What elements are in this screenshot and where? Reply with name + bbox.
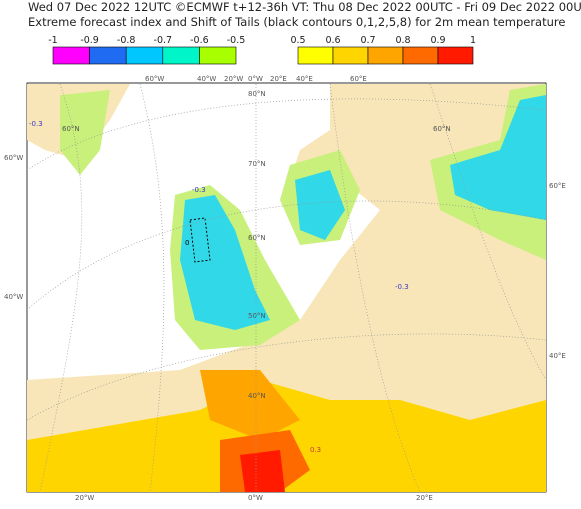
anomaly [240,450,285,492]
graticule-label: 20°W [75,494,94,502]
colorbar-swatch [437,46,474,65]
colorbar-label: -0.9 [80,35,99,46]
colorbar-label: 0.8 [395,35,410,46]
colorbar-label: 0.9 [430,35,445,46]
header-line: Extreme forecast index and Shift of Tail… [28,15,565,29]
graticule [26,98,547,421]
colorbar-label: -0.5 [227,35,246,46]
anomaly [200,370,300,440]
colorbar-label: 0.7 [360,35,375,46]
graticule-label: 0°W [248,494,263,502]
map: 60°W 40°W 20°W 0°W 20°E 40°E 60°E 80°N 7… [4,75,566,502]
colorbar-label: -1 [48,35,57,46]
colorbar-swatch [125,46,164,65]
colorbar-label: 0.6 [325,35,340,46]
colorbar-swatch [52,46,90,65]
colorbar-label: -0.6 [190,35,209,46]
header-line: Wed 07 Dec 2022 12UTC ©ECMWF t+12-36h VT… [28,0,581,14]
colorbar-label: 0.5 [290,35,305,46]
contour-label: 0.3 [310,446,321,454]
colorbar-label: 1 [470,35,476,46]
graticule-label: 70°N [248,160,266,168]
graticule-label: 40°N [248,392,266,400]
colorbar-label: -0.7 [154,35,173,46]
contour-label: -0.3 [29,120,43,128]
graticule-label: 0°W [248,75,263,83]
colorbar-swatch [199,46,237,65]
graticule-label: 50°N [248,312,266,320]
graticule-label: 60°N [433,125,451,133]
graticule-label: 60°N [62,125,80,133]
graticule-label: 80°N [248,90,266,98]
contour-label: 0 [185,239,189,247]
anomaly [295,170,345,240]
colorbar-swatch [402,46,439,65]
colorbar-swatch [162,46,200,65]
graticule-label: 20°W [224,75,243,83]
graticule-label: 60°N [248,234,266,242]
colorbar-swatch [332,46,369,65]
graticule-label: 20°E [270,75,287,83]
graticule-label: 60°E [350,75,367,83]
land [27,84,546,492]
contour [189,217,211,263]
contour-label: -0.3 [395,283,409,291]
colorbar-swatch [367,46,404,65]
colorbar-label: -0.8 [117,35,136,46]
anomaly [450,95,546,220]
graticule-label: 60°W [4,154,23,162]
colorbar-swatch [89,46,127,65]
graticule-label: 40°E [296,75,313,83]
anomaly [180,195,270,330]
graticule-label: 60°E [549,182,566,190]
graticule-label: 60°W [145,75,164,83]
graticule-label: 40°E [549,352,566,360]
graticule-label: 40°W [4,293,23,301]
graticule [39,83,547,493]
contour-label: -0.3 [192,186,206,194]
graticule-label: 40°W [197,75,216,83]
colorbar: -1 -0.9 -0.8 -0.7 -0.6 -0.5 0.5 0.6 0.7 0.8 0.9 1 [48,35,476,65]
colorbar-swatch [297,46,334,65]
graticule-label: 20°E [416,494,433,502]
anomaly [60,90,110,175]
